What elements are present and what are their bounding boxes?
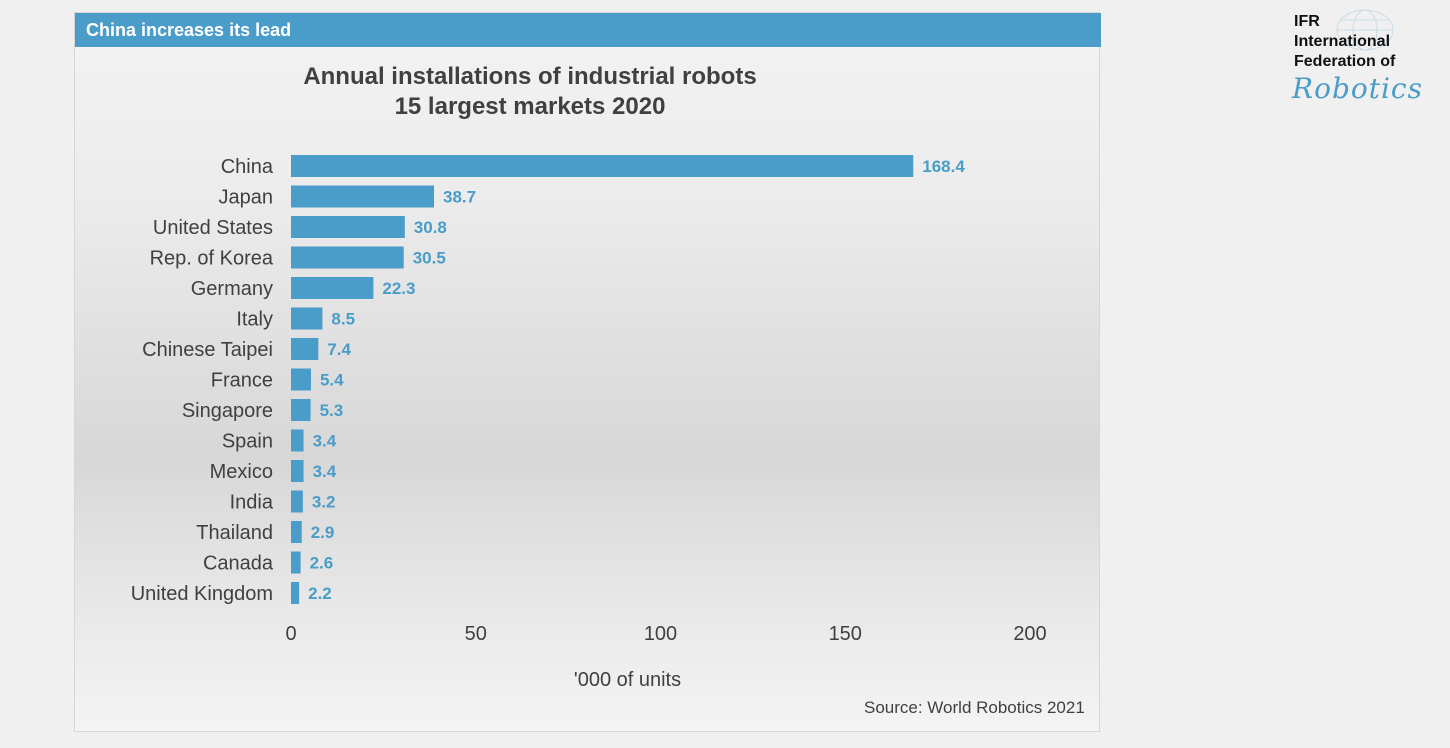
bar [291, 216, 405, 238]
x-tick-label: 200 [1013, 623, 1046, 645]
category-label: Chinese Taipei [142, 339, 273, 361]
bar [291, 185, 434, 208]
data-label: 5.3 [320, 401, 344, 420]
x-tick-label: 100 [644, 623, 677, 645]
logo-international: International [1294, 33, 1391, 50]
category-label: Italy [236, 309, 273, 331]
category-label: United Kingdom [131, 583, 273, 605]
chart-subtitle: 15 largest markets 2020 [394, 93, 666, 120]
data-label: 22.3 [382, 279, 415, 298]
header-title: China increases its lead [86, 20, 292, 40]
category-label: Germany [191, 278, 273, 300]
x-axis-label: '000 of units [574, 669, 681, 691]
category-label: United States [153, 217, 273, 239]
data-label: 30.5 [413, 249, 446, 268]
data-label: 38.7 [443, 188, 476, 207]
bar [291, 399, 311, 421]
category-label: Canada [203, 553, 274, 575]
chart-title: Annual installations of industrial robot… [303, 63, 757, 90]
x-tick-label: 150 [829, 623, 862, 645]
bar [291, 429, 304, 452]
bar [291, 368, 311, 391]
source-note: Source: World Robotics 2021 [864, 698, 1085, 717]
bar [291, 277, 374, 299]
data-label: 7.4 [327, 340, 351, 359]
data-label: 2.6 [310, 554, 334, 573]
bar [291, 551, 301, 574]
ifr-logo: IFR International Federation of Robotics [1290, 8, 1440, 105]
bar [291, 155, 914, 177]
data-label: 3.2 [312, 493, 336, 512]
logo-robotics: Robotics [1292, 72, 1423, 105]
logo-ifr: IFR [1294, 13, 1320, 30]
x-tick-label: 50 [465, 623, 487, 645]
header-bar: China increases its lead [75, 13, 1101, 47]
bar [291, 521, 302, 543]
category-label: Japan [219, 187, 274, 209]
category-label: Rep. of Korea [150, 248, 274, 270]
data-label: 8.5 [331, 310, 355, 329]
chart-title-block: Annual installations of industrial robot… [0, 62, 1060, 122]
data-label: 2.2 [308, 584, 332, 603]
data-label: 2.9 [311, 523, 335, 542]
data-label: 5.4 [320, 371, 344, 390]
category-label: China [221, 156, 274, 178]
category-label: Mexico [210, 461, 273, 483]
category-label: Singapore [182, 400, 273, 422]
x-tick-label: 0 [285, 623, 296, 645]
category-label: Spain [222, 431, 273, 453]
bar [291, 582, 300, 604]
data-label: 168.4 [922, 157, 965, 176]
category-label: India [230, 492, 274, 514]
bar [291, 460, 304, 482]
logo-federation: Federation of [1294, 53, 1396, 70]
bar [291, 307, 323, 330]
globe-icon [1336, 9, 1394, 51]
data-label: 3.4 [313, 432, 337, 451]
chart-panel: China increases its lead [74, 12, 1101, 732]
category-label: Thailand [196, 522, 273, 544]
data-label: 30.8 [414, 218, 447, 237]
bar [291, 338, 319, 360]
bar [291, 246, 404, 269]
bar [291, 490, 303, 513]
data-label: 3.4 [313, 462, 337, 481]
category-label: France [211, 370, 273, 392]
